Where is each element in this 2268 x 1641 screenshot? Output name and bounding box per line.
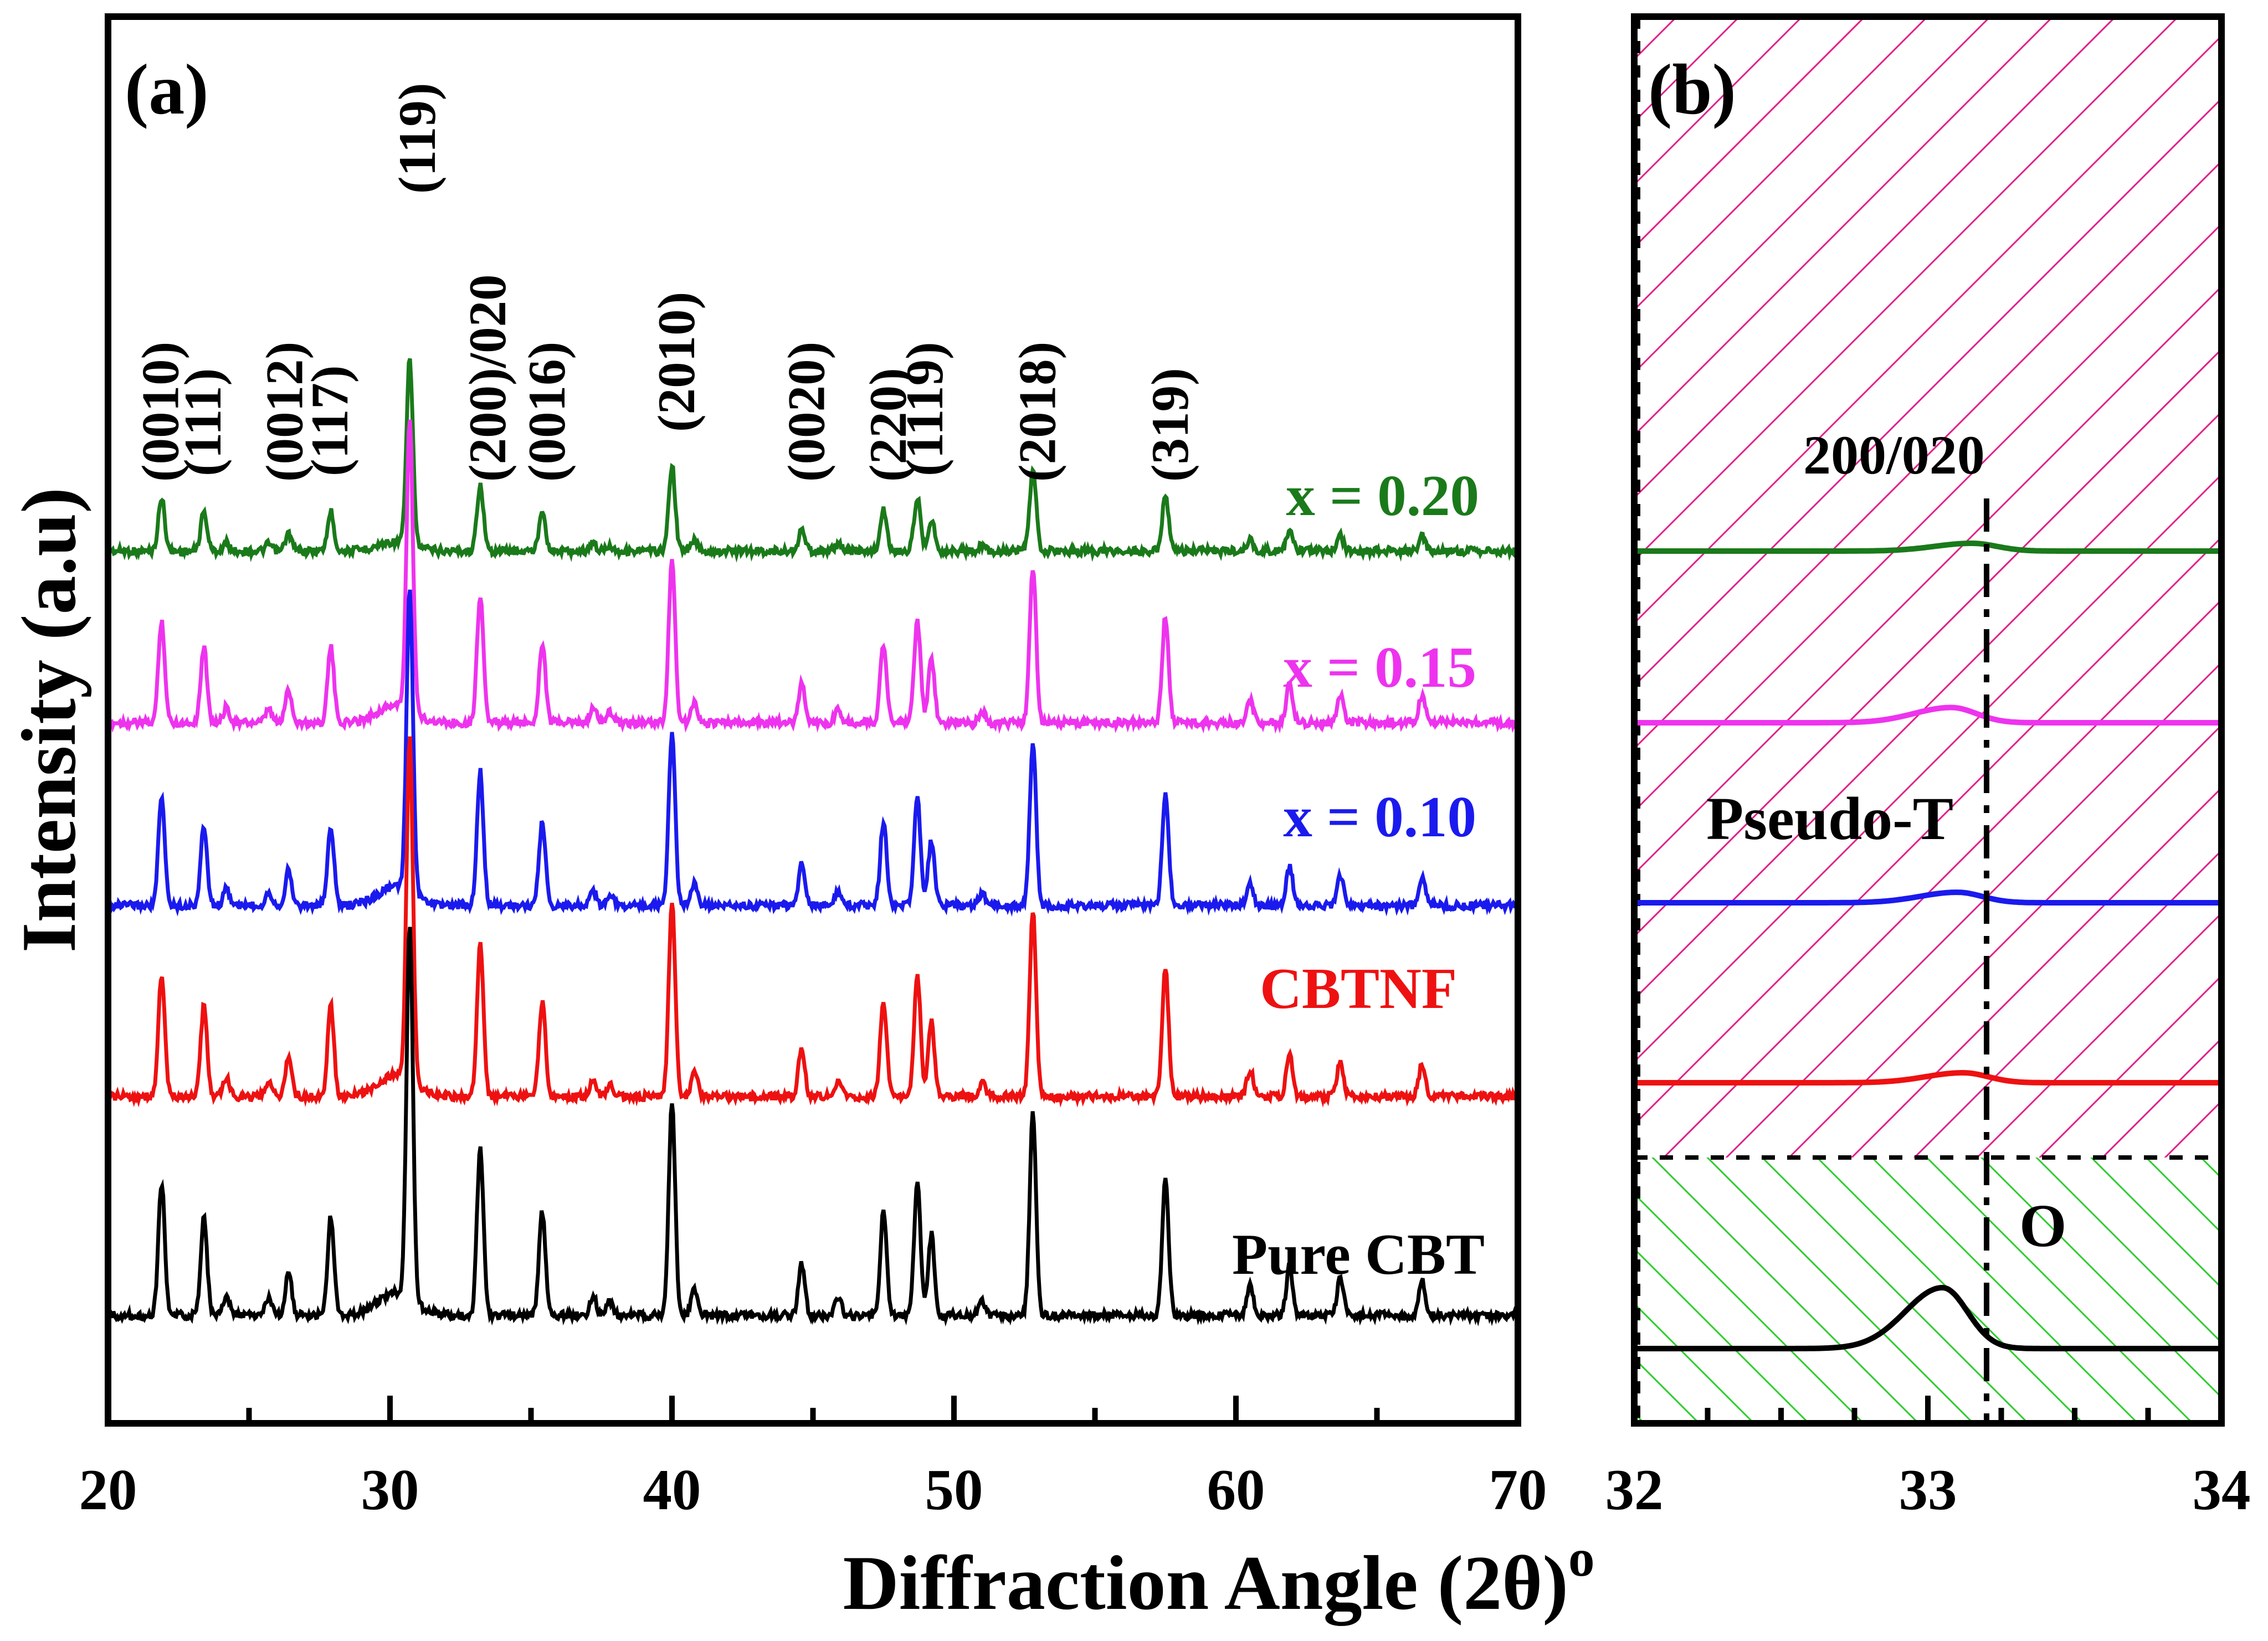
hkl-label: (119) [388, 83, 447, 194]
panel-a-x-ticks: 20 30 40 50 60 70 [79, 1396, 1547, 1522]
panel-b-x-ticks: 32 33 34 [1605, 1396, 2251, 1522]
pseudo-t-label: Pseudo-T [1706, 785, 1953, 852]
trace-x-0-15 [107, 419, 1520, 734]
panel-a-hkl-labels: (0010)(111) (0012)(117) (119) (200)/020 (001… [131, 83, 1199, 482]
x-tick-label: 30 [361, 1457, 419, 1522]
hkl-label: (2010) [647, 292, 706, 432]
panel-a-traces [106, 358, 1520, 1327]
zoom-x-tick-label: 33 [1899, 1457, 1957, 1522]
zoom-x-tick-label: 32 [1605, 1457, 1664, 1522]
panel-a-series-labels: x = 0.20 x = 0.15 x = 0.10 CBTNF Pure CBT [1232, 463, 1485, 1287]
x-axis-title: Diffraction Angle (2θ)o [843, 1529, 1595, 1626]
hkl-label: (117) [300, 365, 359, 476]
zoom-trace-x-0-15 [1634, 704, 2221, 726]
x-tick-label: 60 [1207, 1457, 1265, 1522]
panel-b-label: (b) [1648, 50, 1736, 130]
series-label-x-0-15: x = 0.15 [1283, 635, 1476, 699]
zoom-trace-pure-cbt [1634, 1284, 2221, 1351]
hkl-label: (0010) [131, 342, 190, 482]
x-axis-title-superscript: o [1568, 1529, 1595, 1587]
hkl-label: (0016) [517, 342, 576, 482]
hkl-label: (2018) [1008, 342, 1067, 482]
hkl-label: (319) [1141, 368, 1199, 482]
hkl-label: (0012) [255, 342, 314, 482]
trace-pure-cbt [107, 927, 1520, 1327]
hkl-label: (200)/020 [458, 274, 517, 482]
x-tick-label: 20 [79, 1457, 137, 1522]
series-label-pure-cbt: Pure CBT [1232, 1222, 1485, 1287]
pseudo-t-region [1634, 17, 2221, 1158]
x-axis-title-text: Diffraction Angle (2θ) [843, 1540, 1569, 1626]
trace-cbtnf [106, 736, 1520, 1108]
panel-b-frame [1631, 13, 2225, 1427]
zoom-trace-x-0-20 [1634, 541, 2221, 554]
zoom-trace-cbtnf [1634, 1070, 2221, 1086]
zoom-x-tick-label: 34 [2193, 1457, 2251, 1522]
trace-x-0-20 [106, 358, 1518, 563]
series-label-cbtnf: CBTNF [1260, 956, 1457, 1021]
reference-label: 200/020 [1803, 424, 1985, 486]
x-tick-label: 70 [1489, 1457, 1547, 1522]
hkl-label: (111) [173, 368, 232, 476]
hkl-label: (0020) [777, 342, 835, 482]
panel-a-label: (a) [125, 50, 209, 130]
orthorhombic-label: O [2019, 1192, 2067, 1259]
series-label-x-0-20: x = 0.20 [1286, 463, 1479, 528]
x-tick-label: 50 [925, 1457, 983, 1522]
panel-a-frame [105, 13, 1521, 1427]
y-axis-title: Intensity (a.u) [6, 487, 92, 953]
trace-x-0-10 [106, 589, 1520, 917]
series-label-x-0-10: x = 0.10 [1283, 784, 1476, 849]
hkl-label: (1119) [895, 342, 954, 476]
hkl-label: (220) [859, 368, 917, 482]
zoom-trace-x-0-10 [1634, 889, 2221, 906]
x-tick-label: 40 [643, 1457, 701, 1522]
panel-b-traces [1634, 541, 2221, 1351]
